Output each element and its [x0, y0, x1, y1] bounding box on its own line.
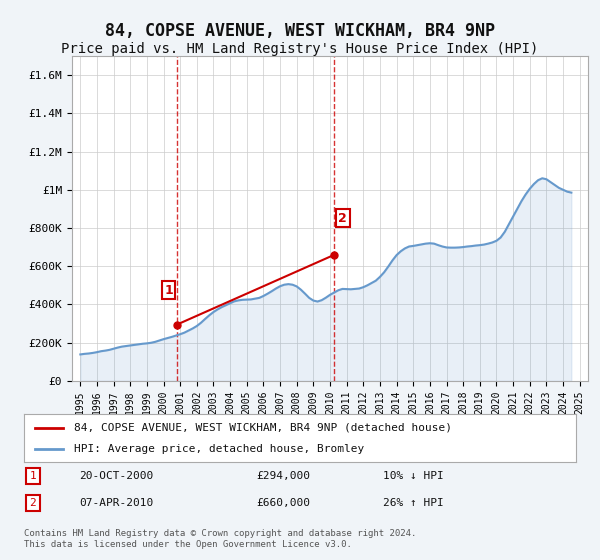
Text: 2: 2 — [29, 498, 36, 508]
Text: £294,000: £294,000 — [256, 471, 310, 481]
Text: Price paid vs. HM Land Registry's House Price Index (HPI): Price paid vs. HM Land Registry's House … — [61, 42, 539, 56]
Text: 20-OCT-2000: 20-OCT-2000 — [79, 471, 154, 481]
Text: 84, COPSE AVENUE, WEST WICKHAM, BR4 9NP (detached house): 84, COPSE AVENUE, WEST WICKHAM, BR4 9NP … — [74, 423, 452, 433]
Text: 26% ↑ HPI: 26% ↑ HPI — [383, 498, 443, 508]
Point — [172, 320, 182, 329]
Text: 1: 1 — [164, 284, 173, 297]
Text: HPI: Average price, detached house, Bromley: HPI: Average price, detached house, Brom… — [74, 444, 364, 454]
Text: 10% ↓ HPI: 10% ↓ HPI — [383, 471, 443, 481]
Text: Contains HM Land Registry data © Crown copyright and database right 2024.
This d: Contains HM Land Registry data © Crown c… — [24, 529, 416, 549]
Text: 07-APR-2010: 07-APR-2010 — [79, 498, 154, 508]
Point — [329, 250, 339, 259]
Text: 1: 1 — [29, 471, 36, 481]
Text: 2: 2 — [338, 212, 347, 225]
Text: £660,000: £660,000 — [256, 498, 310, 508]
Text: 84, COPSE AVENUE, WEST WICKHAM, BR4 9NP: 84, COPSE AVENUE, WEST WICKHAM, BR4 9NP — [105, 22, 495, 40]
